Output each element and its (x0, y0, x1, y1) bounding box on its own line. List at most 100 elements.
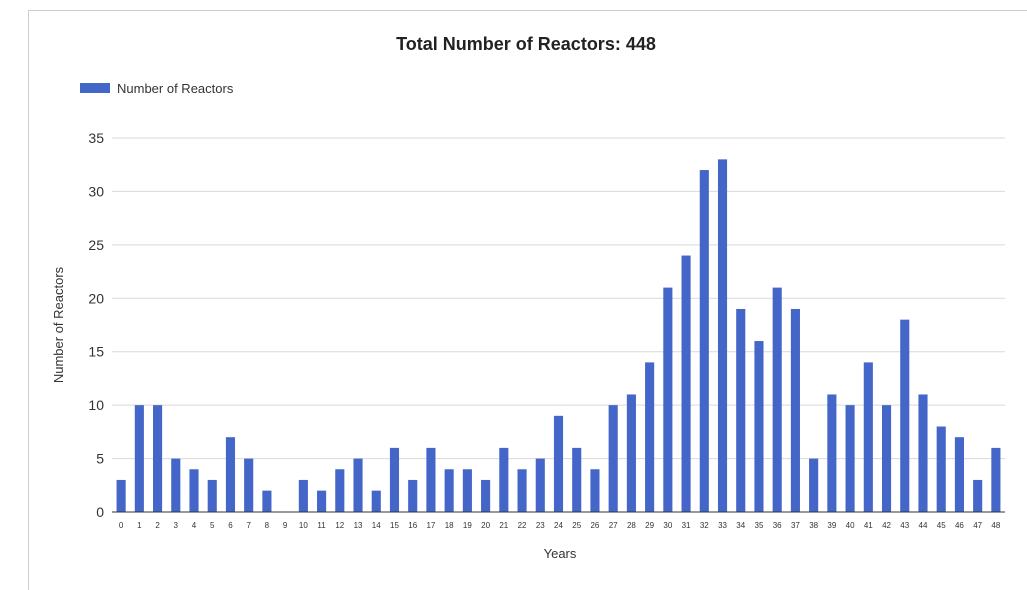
bars (116, 159, 1001, 513)
x-tick-label: 37 (791, 521, 800, 530)
x-tick-label: 34 (736, 521, 745, 530)
x-tick-label: 26 (590, 521, 599, 530)
x-tick-label: 27 (609, 521, 618, 530)
x-tick-label: 38 (809, 521, 818, 530)
bar (462, 469, 472, 512)
y-tick-label: 15 (88, 344, 104, 360)
x-tick-label: 20 (481, 521, 490, 530)
x-tick-label: 39 (827, 521, 836, 530)
x-tick-label: 19 (463, 521, 472, 530)
x-tick-label: 8 (265, 521, 270, 530)
x-tick-label: 7 (246, 521, 251, 530)
bar (244, 458, 254, 512)
y-tick-label: 5 (96, 451, 104, 467)
bar (153, 405, 163, 512)
x-tick-label: 13 (354, 521, 363, 530)
x-tick-label: 47 (973, 521, 982, 530)
y-axis-ticks: 0 5 10 15 20 25 30 35 (88, 130, 104, 520)
x-tick-label: 15 (390, 521, 399, 530)
x-tick-label: 40 (846, 521, 855, 530)
bar (790, 308, 800, 512)
bar (317, 490, 327, 512)
x-axis-label: Years (544, 546, 577, 561)
y-tick-label: 20 (88, 290, 104, 306)
x-tick-label: 18 (445, 521, 454, 530)
chart-title: Total Number of Reactors: 448 (396, 34, 656, 54)
x-tick-label: 4 (192, 521, 197, 530)
bar (772, 287, 782, 512)
chart-frame (28, 10, 1027, 590)
x-tick-label: 32 (700, 521, 709, 530)
x-tick-label: 0 (119, 521, 124, 530)
legend: Number of Reactors (80, 81, 234, 96)
bar (717, 159, 728, 512)
bar (754, 341, 764, 512)
x-tick-label: 16 (408, 521, 417, 530)
x-tick-label: 11 (317, 521, 326, 530)
y-tick-label: 30 (88, 183, 104, 199)
bar (353, 458, 363, 512)
x-tick-label: 46 (955, 521, 964, 530)
bar (262, 490, 272, 512)
x-tick-label: 48 (991, 521, 1000, 530)
bar (845, 405, 855, 512)
bar (681, 255, 691, 513)
x-tick-label: 3 (174, 521, 179, 530)
x-tick-label: 12 (335, 521, 344, 530)
x-axis-ticks: 0 1 2 3 4 5 6 7 8 9 10 11 12 13 14 15 16 17 18 19 20 21 22 23 24… (119, 521, 1001, 530)
bar (481, 479, 491, 512)
bar (626, 394, 636, 512)
bar (426, 447, 436, 512)
x-tick-label: 42 (882, 521, 891, 530)
y-tick-label: 25 (88, 237, 104, 253)
x-tick-label: 21 (499, 521, 508, 530)
bar-chart: Total Number of Reactors: 448 Number of … (51, 34, 1005, 561)
bar (444, 469, 454, 512)
bar (371, 490, 381, 512)
bar (936, 426, 946, 512)
bar (408, 479, 418, 512)
bar (827, 394, 837, 512)
bar (499, 447, 509, 512)
bar (116, 479, 126, 512)
x-tick-label: 36 (773, 521, 782, 530)
x-tick-label: 23 (536, 521, 545, 530)
bar (553, 415, 564, 512)
bar (171, 458, 181, 512)
x-tick-label: 44 (919, 521, 928, 530)
y-tick-label: 10 (88, 397, 104, 413)
y-axis-label: Number of Reactors (51, 266, 66, 383)
bar (991, 447, 1001, 512)
x-tick-label: 1 (137, 521, 142, 530)
bar (207, 479, 217, 512)
x-tick-label: 45 (937, 521, 946, 530)
legend-swatch (80, 83, 110, 93)
x-tick-label: 14 (372, 521, 381, 530)
bar (973, 479, 983, 512)
x-tick-label: 41 (864, 521, 873, 530)
y-tick-label: 35 (88, 130, 104, 146)
bar (608, 405, 618, 512)
x-tick-label: 24 (554, 521, 563, 530)
x-tick-label: 9 (283, 521, 288, 530)
bar (954, 437, 964, 512)
bar (225, 437, 236, 512)
x-tick-label: 28 (627, 521, 636, 530)
bar (335, 469, 345, 512)
legend-label: Number of Reactors (117, 81, 234, 96)
bar (517, 469, 527, 512)
y-tick-label: 0 (96, 504, 104, 520)
bar (863, 362, 873, 512)
bar (699, 170, 709, 513)
bar (590, 469, 600, 512)
bar (389, 447, 400, 512)
bar (134, 405, 144, 512)
x-tick-label: 22 (518, 521, 527, 530)
x-tick-label: 31 (682, 521, 691, 530)
x-tick-label: 10 (299, 521, 308, 530)
x-tick-label: 43 (900, 521, 909, 530)
bar (900, 319, 910, 512)
x-tick-label: 29 (645, 521, 654, 530)
bar (663, 287, 673, 512)
bar (736, 308, 746, 512)
